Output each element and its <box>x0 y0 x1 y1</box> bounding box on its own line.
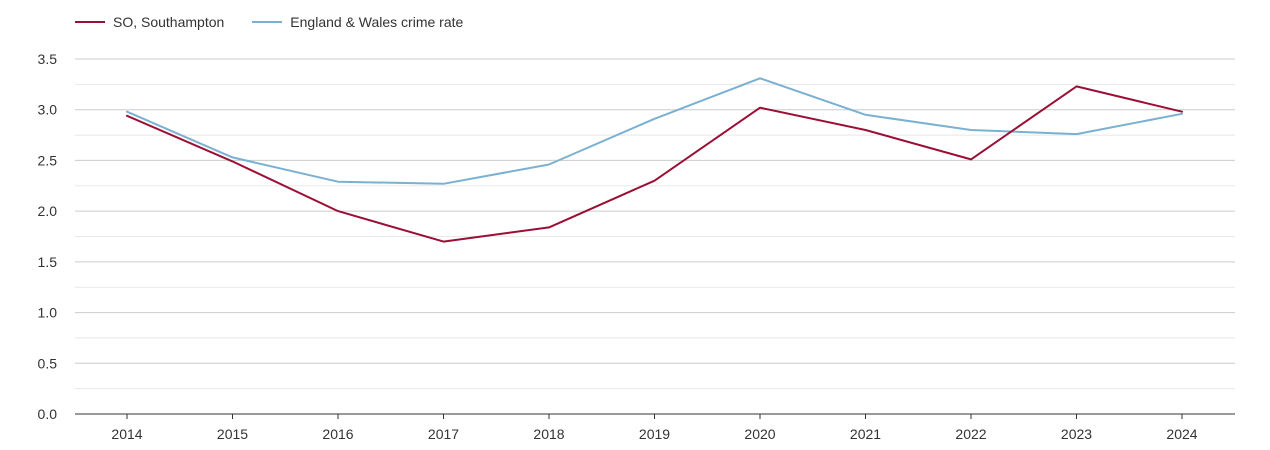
x-tick-label: 2018 <box>533 426 564 442</box>
y-tick-label: 2.5 <box>38 152 58 168</box>
legend-swatch-southampton <box>75 21 105 23</box>
y-axis: 0.0 0.5 1.0 1.5 2.0 2.5 3.0 3.5 <box>38 51 58 422</box>
series-line-southampton <box>126 85 1183 243</box>
x-tick-label: 2016 <box>322 426 353 442</box>
legend-item-southampton[interactable]: SO, Southampton <box>75 14 224 30</box>
x-tick-label: 2017 <box>428 426 459 442</box>
chart-legend: SO, Southampton England & Wales crime ra… <box>75 14 463 30</box>
y-tick-label: 3.0 <box>38 102 58 118</box>
y-tick-label: 0.0 <box>38 406 58 422</box>
x-tick-label: 2022 <box>955 426 986 442</box>
x-tick-label: 2015 <box>217 426 248 442</box>
grid-lines <box>75 58 1235 390</box>
legend-label-southampton: SO, Southampton <box>113 14 225 30</box>
legend-swatch-england-wales <box>252 21 283 23</box>
legend-item-england-wales[interactable]: England & Wales crime rate <box>252 14 463 30</box>
y-tick-label: 1.0 <box>38 305 58 321</box>
y-tick-label: 3.5 <box>38 51 58 67</box>
series-lines <box>126 77 1183 243</box>
x-tick-label: 2021 <box>850 426 881 442</box>
legend-label-england-wales: England & Wales crime rate <box>290 14 464 30</box>
x-tick-label: 2019 <box>639 426 670 442</box>
x-tick-label: 2014 <box>111 426 142 442</box>
x-tick-label: 2023 <box>1061 426 1092 442</box>
y-tick-label: 2.0 <box>38 203 58 219</box>
x-tick-label: 2020 <box>744 426 775 442</box>
x-tick-label: 2024 <box>1166 426 1197 442</box>
y-tick-label: 0.5 <box>38 355 58 371</box>
series-line-england-wales <box>126 77 1183 185</box>
y-tick-label: 1.5 <box>38 254 58 270</box>
x-axis: 2014 2015 2016 2017 2018 2019 2020 2021 2022 2023… <box>75 413 1235 442</box>
